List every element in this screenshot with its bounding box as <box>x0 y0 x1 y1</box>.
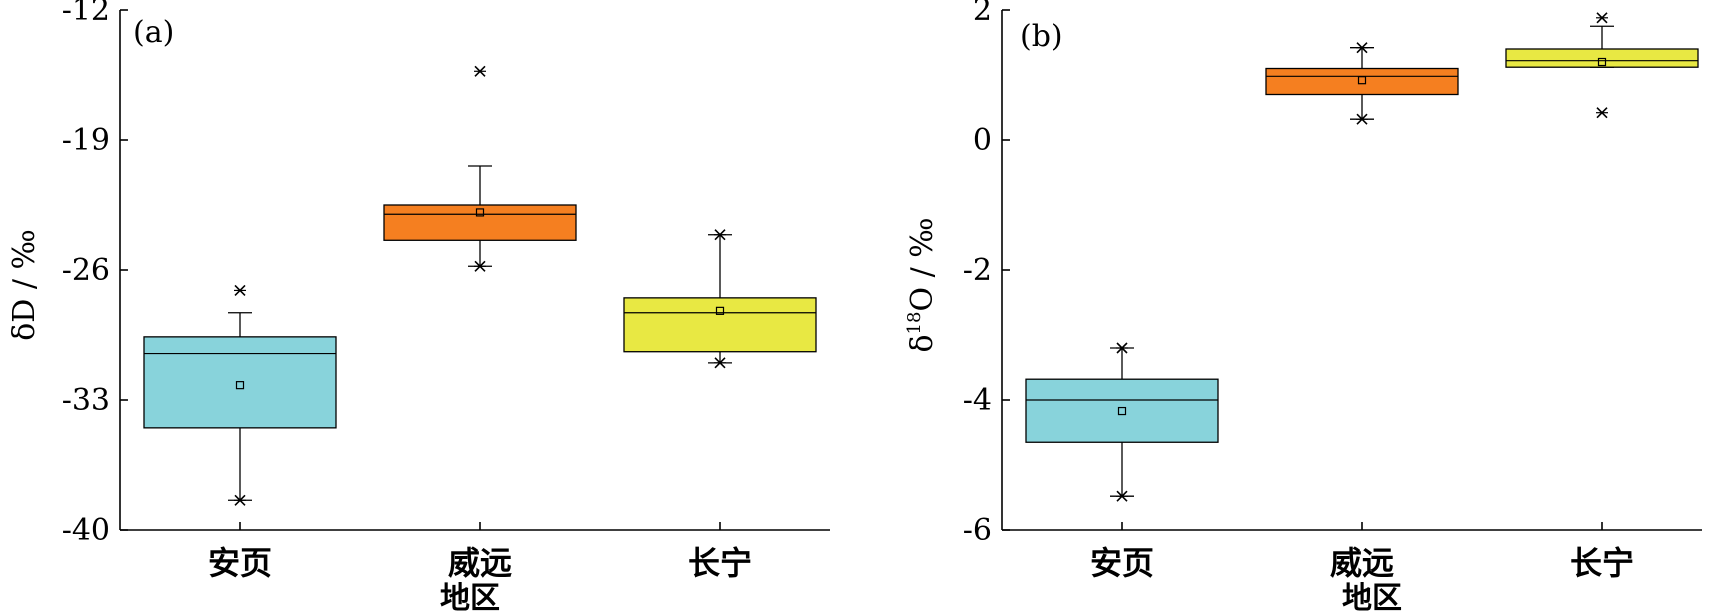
panel-b-box-2-marker-low-0 <box>1596 107 1608 119</box>
panel-a-box-2-iqr <box>623 297 817 353</box>
panel-a-box-0-marker-low-0 <box>234 494 246 506</box>
panel-b-ytick-label-0: -6 <box>963 513 992 548</box>
panel-a-x-label: 地区 <box>440 581 500 615</box>
panel-a-category-label-0: 安页 <box>208 544 272 582</box>
panel-b-label: (b) <box>1020 19 1063 54</box>
panel-b-y-label-sup: 18 <box>904 312 925 335</box>
panel-b-box-0 <box>1025 342 1219 502</box>
panel-b-y-label: δ18O / ‰ <box>904 218 940 353</box>
panel-a-box-0-marker-high-0 <box>234 284 246 296</box>
panel-b-box-0-iqr <box>1025 378 1219 443</box>
panel-b-ytick-label-1: -4 <box>963 383 992 418</box>
panel-a-ytick-label-2: -26 <box>62 253 110 288</box>
panel-a-category-label-1: 威远 <box>448 544 512 582</box>
panel-b-box-1-iqr <box>1265 67 1459 96</box>
panel-a-box-0 <box>143 284 337 506</box>
panel-a-boxes <box>143 65 817 506</box>
panel-b-box-1-marker-low-0 <box>1356 113 1368 125</box>
panel-b-y-label-main: δ <box>905 334 940 352</box>
panel-a-ytick-label-4: -12 <box>62 0 110 28</box>
panel-a-box-2-marker-high-0 <box>714 229 726 241</box>
panel-b-boxes <box>1025 12 1699 502</box>
panel-b-ytick-label-4: 2 <box>973 0 992 28</box>
panel-b-box-0-marker-high-0 <box>1116 342 1128 354</box>
panel-b-box-1-marker-high-0 <box>1356 42 1368 54</box>
panel-a-box-2 <box>623 229 817 369</box>
panel-a-ytick-label-3: -19 <box>62 123 110 158</box>
panel-b: (b) δ18O / ‰ 地区 -6 -4 -2 0 2 安页 威远 长宁 <box>904 0 1702 615</box>
panel-b-box-1-mean <box>1357 76 1367 85</box>
panel-a-ytick-label-0: -40 <box>62 513 110 548</box>
panel-a-box-1-mean <box>475 208 485 217</box>
panel-a-box-1 <box>383 65 577 272</box>
panel-b-y-label-rest: O / ‰ <box>905 218 940 312</box>
panel-a-box-1-iqr <box>383 204 577 241</box>
panel-b-box-0-marker-low-0 <box>1116 490 1128 502</box>
panel-b-ticks: -6 -4 -2 0 2 安页 威远 长宁 <box>963 0 1634 582</box>
panel-b-category-label-0: 安页 <box>1090 544 1154 582</box>
panel-a-box-2-mean <box>715 306 725 315</box>
panel-b-category-label-2: 长宁 <box>1570 544 1634 582</box>
panel-a-box-0-mean <box>235 381 245 390</box>
panel-b-x-label: 地区 <box>1342 581 1402 615</box>
panel-a-box-1-marker-high-0 <box>474 65 486 77</box>
panel-a-label: (a) <box>133 15 174 50</box>
panel-a-ticks: -40 -33 -26 -19 -12 安页 威远 长宁 <box>62 0 752 582</box>
panel-a-y-label: δD / ‰ <box>7 229 42 341</box>
panel-b-box-2 <box>1505 12 1699 119</box>
panel-b-box-2-marker-high-0 <box>1596 12 1608 24</box>
panel-a-box-0-iqr <box>143 336 337 429</box>
panel-a-category-label-2: 长宁 <box>688 544 752 582</box>
panel-b-ytick-label-2: -2 <box>963 253 992 288</box>
panel-b-category-label-1: 威远 <box>1330 544 1394 582</box>
panel-a-box-1-marker-low-0 <box>474 260 486 272</box>
panel-a-box-2-marker-low-0 <box>714 357 726 369</box>
panel-b-ytick-label-3: 0 <box>973 123 992 158</box>
panel-a: (a) δD / ‰ 地区 -40 -33 -26 -19 -12 安页 威远 长宁 <box>7 0 830 615</box>
panel-a-ytick-label-1: -33 <box>62 383 110 418</box>
panel-b-box-2-mean <box>1597 57 1607 67</box>
panel-b-box-1 <box>1265 42 1459 125</box>
panel-b-box-0-mean <box>1117 406 1127 416</box>
